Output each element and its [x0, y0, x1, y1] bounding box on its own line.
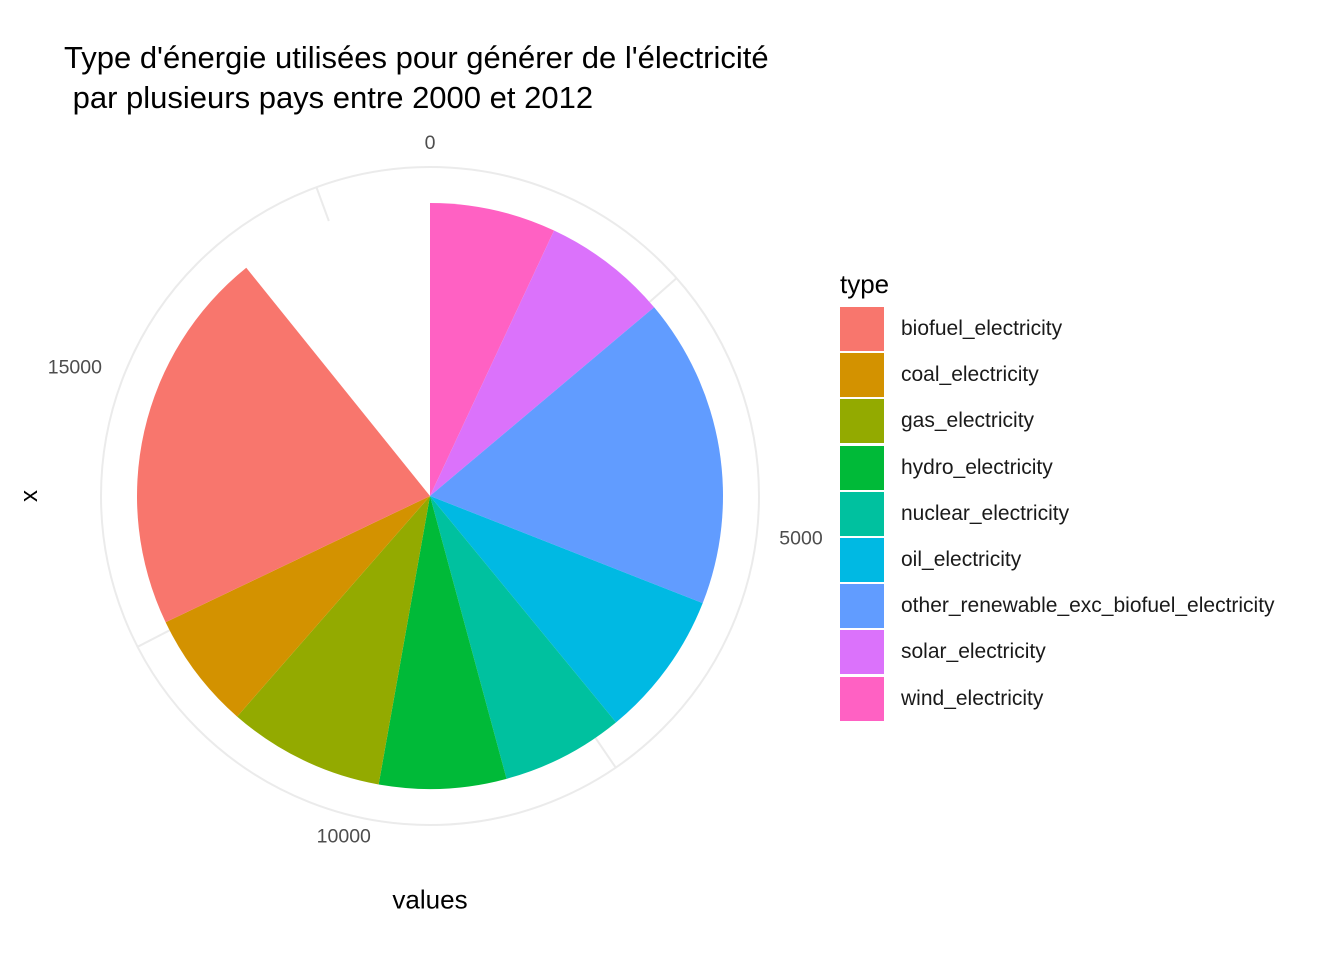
chart-title: Type d'énergie utilisées pour générer de…	[64, 40, 769, 115]
legend-swatch	[840, 491, 884, 536]
legend: type biofuel_electricity coal_electricity…	[840, 262, 1275, 722]
legend-item-biofuel-electricity: biofuel_electricity	[840, 306, 1275, 352]
legend-item-nuclear-electricity: nuclear_electricity	[840, 491, 1275, 537]
legend-swatch	[840, 445, 884, 490]
legend-swatch	[840, 630, 884, 675]
pie-slice-hydro-electricity	[378, 496, 507, 789]
legend-label: biofuel_electricity	[901, 317, 1063, 341]
legend-item-other-renewable-exc-biofuel-electricity: other_renewable_exc_biofuel_electricity	[840, 583, 1275, 629]
pie-slice-oil-electricity	[430, 496, 703, 723]
tick-label-10000: 10000	[317, 825, 371, 847]
pie-slice-wind-electricity	[430, 203, 555, 496]
legend-swatch	[840, 399, 884, 444]
legend-item-gas-electricity: gas_electricity	[840, 398, 1275, 444]
grid-spoke	[594, 737, 617, 769]
legend-label: other_renewable_exc_biofuel_electricity	[901, 594, 1275, 618]
grid-spoke	[137, 629, 171, 648]
legend-item-coal-electricity: coal_electricity	[840, 352, 1275, 398]
pie-slice-solar-electricity	[430, 230, 655, 496]
tick-label-0: 0	[425, 132, 436, 154]
legend-label: gas_electricity	[901, 409, 1035, 433]
legend-swatch	[840, 676, 884, 721]
legend-item-wind-electricity: wind_electricity	[840, 676, 1275, 722]
pie-slice-nuclear-electricity	[430, 496, 617, 779]
grid-spoke	[648, 277, 678, 303]
legend-label: hydro_electricity	[901, 455, 1053, 479]
legend-item-oil-electricity: oil_electricity	[840, 537, 1275, 583]
legend-swatch	[840, 584, 884, 629]
legend-label: solar_electricity	[901, 640, 1046, 664]
legend-label: oil_electricity	[901, 548, 1022, 572]
pie-slice-other-renewable-exc-biofuel-electricity	[430, 307, 723, 604]
legend-title: type	[840, 269, 890, 299]
theta-ticks: 0 5000 10000 15000	[48, 132, 823, 847]
grid-circle	[100, 166, 760, 826]
legend-label: nuclear_electricity	[901, 501, 1070, 525]
legend-swatch	[840, 538, 884, 583]
legend-items: biofuel_electricity coal_electricity gas_e…	[840, 306, 1275, 722]
pie-slice-biofuel-electricity	[137, 267, 431, 623]
legend-swatch	[840, 307, 884, 352]
tick-label-5000: 5000	[779, 528, 823, 550]
pie-slice-coal-electricity	[165, 496, 430, 717]
legend-label: coal_electricity	[901, 363, 1039, 387]
x-axis-label: values	[392, 884, 468, 915]
y-axis-label: x	[16, 490, 43, 502]
legend-label: wind_electricity	[901, 686, 1044, 710]
polar-grid	[100, 166, 760, 826]
pie-slice-gas-electricity	[237, 496, 430, 785]
tick-label-15000: 15000	[48, 357, 102, 379]
legend-item-solar-electricity: solar_electricity	[840, 629, 1275, 675]
grid-spoke	[315, 186, 330, 222]
legend-item-hydro-electricity: hydro_electricity	[840, 445, 1275, 491]
legend-swatch	[840, 353, 884, 398]
pie-slices	[137, 203, 723, 789]
